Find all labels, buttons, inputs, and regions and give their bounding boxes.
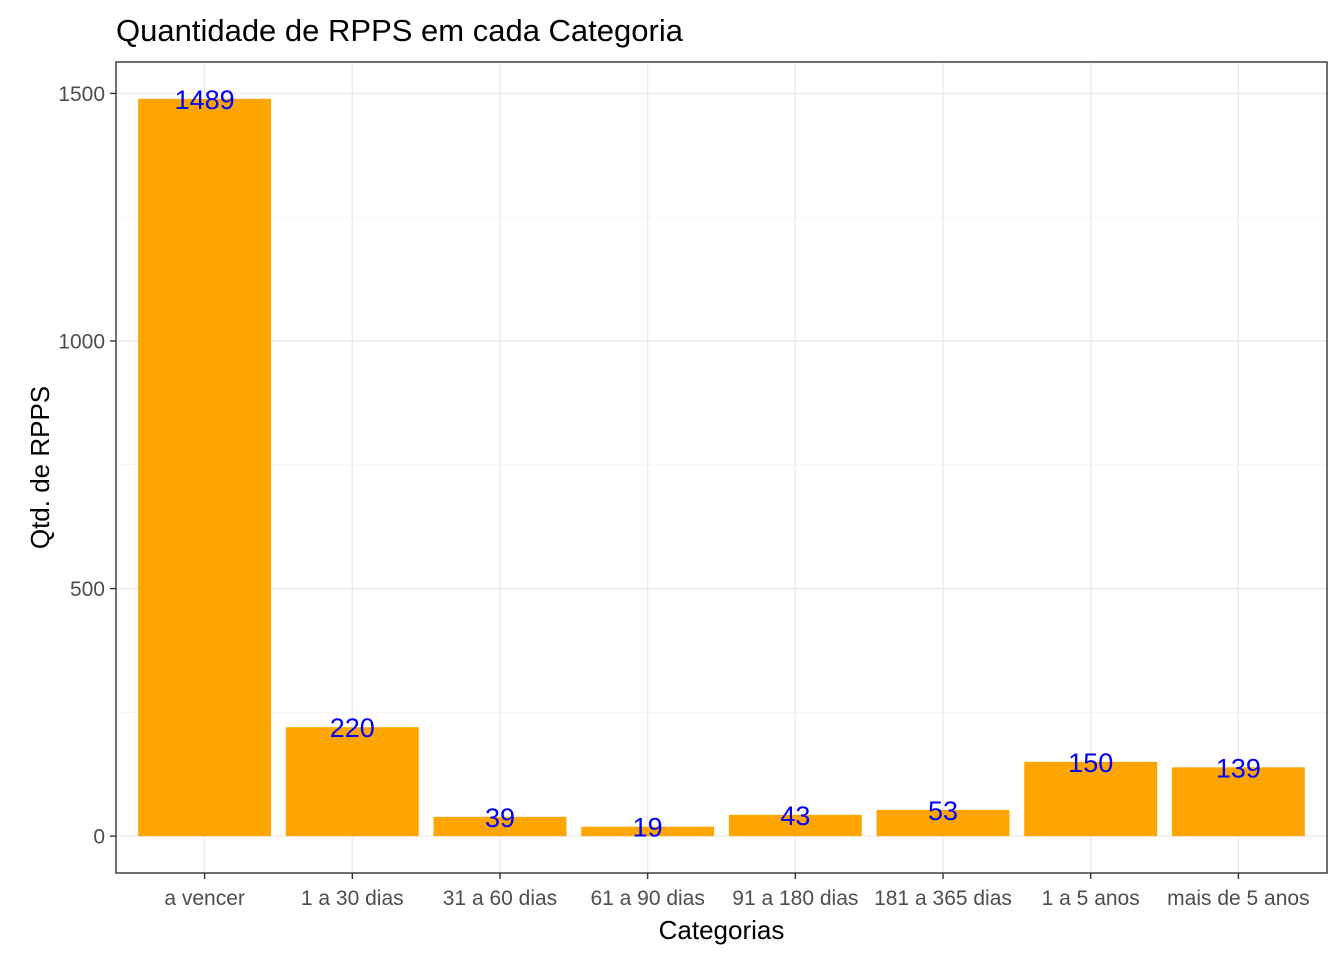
gridlines (116, 62, 1327, 873)
y-tick-label: 1000 (58, 330, 105, 353)
x-tick-label: 1 a 30 dias (301, 887, 404, 910)
y-axis-title: Qtd. de RPPS (25, 386, 55, 549)
x-tick-label: 181 a 365 dias (874, 887, 1012, 910)
data-label: 39 (485, 803, 515, 833)
data-labels: 1489 220 39 19 43 53 150 139 (175, 85, 1261, 843)
x-tick-label: 1 a 5 anos (1042, 887, 1140, 910)
data-label: 53 (928, 796, 958, 826)
bar (728, 814, 862, 837)
y-tick-label: 0 (93, 826, 105, 849)
x-tick-label: 61 a 90 dias (590, 887, 704, 910)
x-axis-title: Categorias (659, 915, 785, 945)
data-label: 1489 (175, 85, 235, 115)
bar (876, 809, 1010, 837)
chart-title: Quantidade de RPPS em cada Categoria (116, 13, 684, 48)
bar (433, 816, 567, 837)
bar (1171, 767, 1305, 837)
data-label: 139 (1216, 753, 1261, 783)
x-tick-label: mais de 5 anos (1167, 887, 1309, 910)
data-label: 150 (1068, 748, 1113, 778)
panel-border (115, 61, 1328, 874)
x-tick-label: a vencer (164, 887, 245, 910)
bar (285, 727, 419, 837)
bars (138, 98, 1305, 837)
data-label: 19 (633, 813, 663, 843)
bar (138, 98, 272, 837)
y-tick-label: 500 (70, 578, 105, 601)
x-tick-label: 31 a 60 dias (443, 887, 557, 910)
y-axis: 0 500 1000 1500 (58, 83, 116, 849)
y-tick-label: 1500 (58, 83, 105, 106)
x-tick-label: 91 a 180 dias (732, 887, 858, 910)
data-label: 220 (330, 713, 375, 743)
bar (1024, 761, 1158, 837)
data-label: 43 (780, 801, 810, 831)
bar (581, 826, 715, 837)
x-axis: a vencer 1 a 30 dias 31 a 60 dias 61 a 90 d… (164, 873, 1310, 910)
